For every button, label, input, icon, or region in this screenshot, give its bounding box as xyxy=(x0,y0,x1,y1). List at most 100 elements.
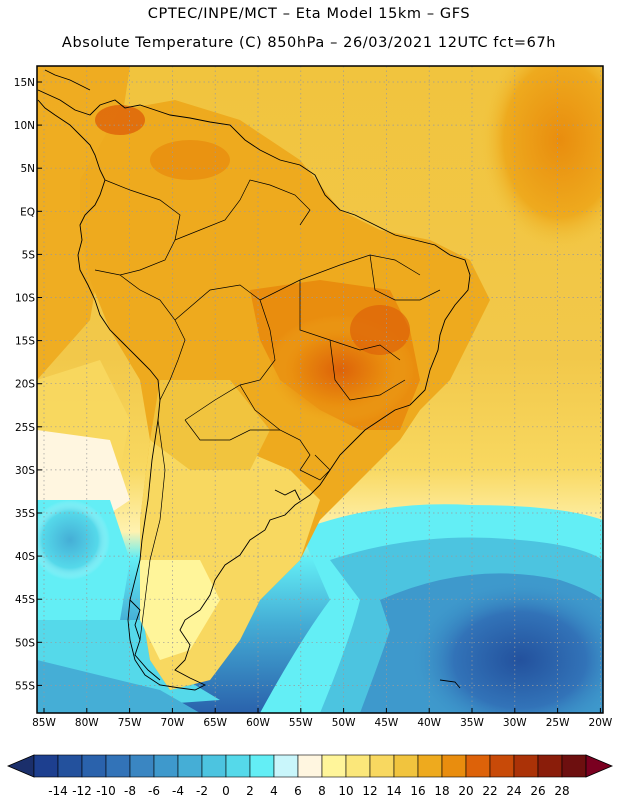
colorbar-tick-label: 14 xyxy=(386,784,401,798)
longitude-labels: 85W 80W 75W 70W 65W 60W 55W 50W 45W 40W 35W 30W 25W 2… xyxy=(32,708,613,729)
border-brazil-states-center xyxy=(299,280,401,361)
colorbar-swatch xyxy=(57,754,83,778)
colorbar-tick-label: 18 xyxy=(434,784,449,798)
colorbar-tick-label: 20 xyxy=(458,784,473,798)
lon-label: 20W xyxy=(589,717,613,729)
lat-label: 50S xyxy=(15,637,35,649)
lat-label: 40S xyxy=(15,551,35,563)
field-colombia-hot xyxy=(95,105,145,135)
colorbar-swatch xyxy=(369,754,395,778)
colorbar-min-arrow xyxy=(6,754,35,778)
field-pacific-cold-core xyxy=(37,500,110,580)
border-bolivia xyxy=(174,284,276,421)
coastline-falklands xyxy=(439,679,461,689)
field-patagonia-light xyxy=(140,560,220,660)
colorbar-tick-label: 28 xyxy=(554,784,569,798)
field-venezuela-warm xyxy=(150,140,230,180)
colorbar-max-arrow xyxy=(585,754,614,778)
colorbar-swatch xyxy=(537,754,563,778)
lon-label: 85W xyxy=(32,717,56,729)
lon-label: 65W xyxy=(203,717,227,729)
map-borders xyxy=(94,179,441,641)
border-venezuela xyxy=(174,179,311,241)
colorbar-swatch xyxy=(201,754,227,778)
colorbar-swatch xyxy=(129,754,155,778)
colorbar-tick-label: -6 xyxy=(148,784,160,798)
colorbar-tick-label: 8 xyxy=(318,784,326,798)
lat-label: 45S xyxy=(15,594,35,606)
lat-label: 20S xyxy=(15,379,35,391)
lon-label: 45W xyxy=(375,717,399,729)
border-uruguay xyxy=(299,454,331,481)
lon-label: 25W xyxy=(546,717,570,729)
border-brazil-states-south xyxy=(329,339,406,401)
lat-label: 5S xyxy=(22,249,36,261)
colorbar-tick-label: 24 xyxy=(506,784,521,798)
colorbar-tick-label: 0 xyxy=(222,784,230,798)
lat-label: 5N xyxy=(20,163,35,175)
colorbar-tick-label: 4 xyxy=(270,784,278,798)
colorbar-swatch xyxy=(465,754,491,778)
lat-label: 25S xyxy=(15,422,35,434)
colorbar-swatch xyxy=(33,754,59,778)
lon-label: 30W xyxy=(503,717,527,729)
lon-label: 55W xyxy=(289,717,313,729)
lat-label: 15N xyxy=(14,77,35,89)
title-line-2: Absolute Temperature (C) 850hPa – 26/03/… xyxy=(61,35,557,51)
latitude-labels: 15N 10N 5N EQ 5S 10S 15S 20S 25S 30S 35S 40S 45S 50S 5… xyxy=(14,77,42,692)
lat-label: 10N xyxy=(14,120,35,132)
colorbar-tick-label: 6 xyxy=(294,784,302,798)
border-paraguay xyxy=(239,384,311,471)
map-field xyxy=(37,66,603,713)
colorbar-tick-label: -8 xyxy=(124,784,136,798)
colorbar-tick-label: 10 xyxy=(338,784,353,798)
lon-label: 50W xyxy=(332,717,356,729)
colorbar-swatch xyxy=(345,754,371,778)
colorbar-swatch xyxy=(153,754,179,778)
border-brazil-states-ne xyxy=(369,254,441,301)
colorbar: -14 -12 -10 -8 -6 -4 -2 0 2 4 6 8 10 12 14 16 18 20 22 24 26… xyxy=(6,754,614,798)
colorbar-swatch xyxy=(81,754,107,778)
colorbar-tick-label: 12 xyxy=(362,784,377,798)
colorbar-swatch xyxy=(417,754,443,778)
lon-label: 80W xyxy=(75,717,99,729)
border-chile-argentina xyxy=(139,419,166,641)
field-south-blue xyxy=(37,660,200,713)
colorbar-tick-label: -14 xyxy=(48,784,68,798)
field-pacific-pale xyxy=(37,430,130,520)
colorbar-swatch xyxy=(105,754,131,778)
colorbar-tick-label: -4 xyxy=(172,784,184,798)
coastline-south-america xyxy=(37,89,471,691)
lat-label: 30S xyxy=(15,465,35,477)
colorbar-tick-label: 16 xyxy=(410,784,425,798)
colorbar-tick-label: 26 xyxy=(530,784,545,798)
coastline-central-america xyxy=(44,69,91,91)
field-brazil-hot-patch xyxy=(350,305,410,355)
lon-label: 75W xyxy=(118,717,142,729)
lat-label: 10S xyxy=(15,293,35,305)
colorbar-swatch xyxy=(297,754,323,778)
map-frame xyxy=(36,65,604,714)
title-line-1: CPTEC/INPE/MCT – Eta Model 15km – GFS xyxy=(147,6,471,22)
field-atlantic-deep xyxy=(410,580,603,713)
colorbar-tick-label: 2 xyxy=(246,784,254,798)
colorbar-tick-label: -2 xyxy=(196,784,208,798)
colorbar-swatch xyxy=(393,754,419,778)
colorbar-swatch xyxy=(321,754,347,778)
colorbar-swatch xyxy=(489,754,515,778)
lat-label: 35S xyxy=(15,508,35,520)
colorbar-swatch xyxy=(513,754,539,778)
colorbar-tick-label: 22 xyxy=(482,784,497,798)
colorbar-swatch xyxy=(441,754,467,778)
border-peru xyxy=(119,274,186,401)
lat-label: 55S xyxy=(15,680,35,692)
border-argentina-north xyxy=(184,419,280,441)
field-ne-atlantic-warm xyxy=(480,66,603,250)
colorbar-swatch xyxy=(177,754,203,778)
colorbar-swatch xyxy=(225,754,251,778)
lat-label: 15S xyxy=(15,336,35,348)
colorbar-tick-label: -10 xyxy=(96,784,116,798)
colorbar-tick-label: -12 xyxy=(72,784,92,798)
colorbar-swatch xyxy=(561,754,587,778)
